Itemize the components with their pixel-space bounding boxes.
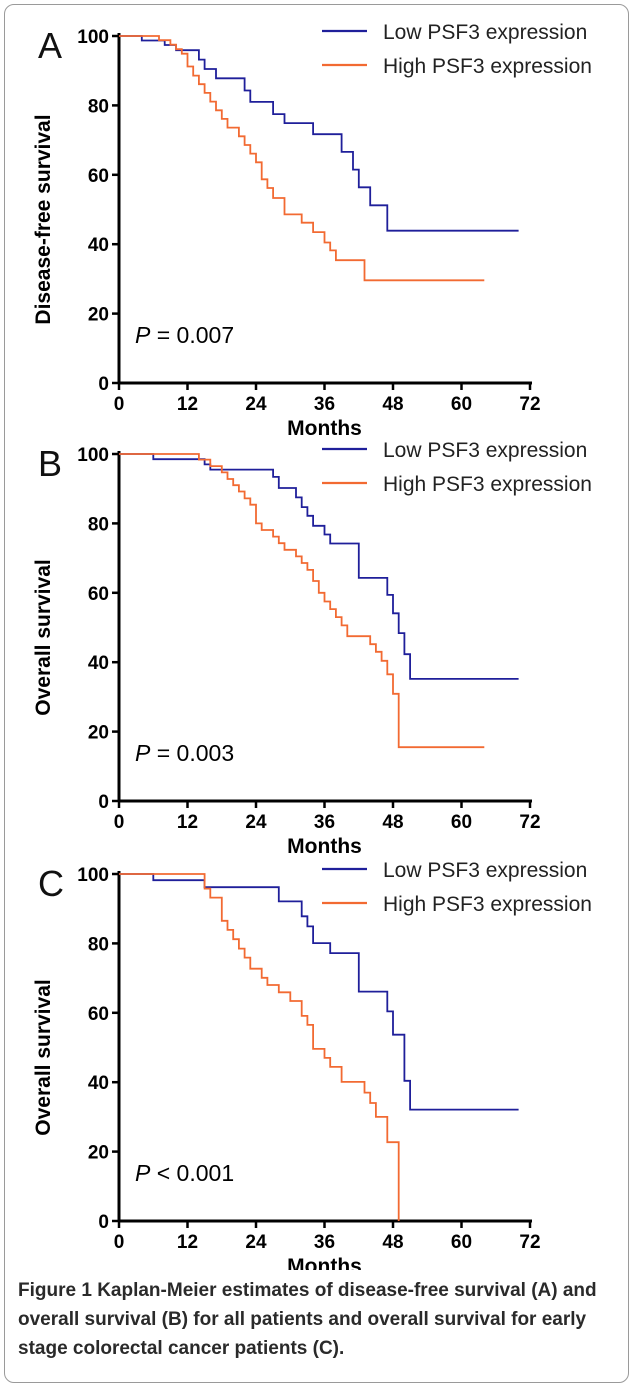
x-tick-label: 12 (177, 812, 198, 833)
y-tick-label: 100 (77, 27, 109, 48)
y-axis-label: Disease-free survival (32, 114, 55, 324)
y-tick-label: 60 (88, 166, 109, 187)
x-tick-label: 36 (314, 394, 335, 415)
y-tick-label: 40 (88, 653, 109, 674)
x-tick-label: 0 (114, 812, 125, 833)
legend-label: High PSF3 expression (383, 893, 592, 916)
series-line-high (119, 453, 485, 749)
series-line-high (119, 873, 400, 1221)
legend-label: Low PSF3 expression (383, 21, 587, 44)
y-tick-label: 80 (88, 514, 109, 535)
y-tick-label: 20 (88, 723, 109, 744)
y-tick-label: 0 (98, 374, 109, 395)
x-tick-label: 12 (177, 1232, 198, 1253)
p-value-annotation: P = 0.007 (135, 322, 234, 348)
chart-panel-a: A 0 20 40 60 80 100 0 12 24 36 48 60 72 Months Disease-… (32, 21, 592, 440)
x-tick-label: 36 (314, 1232, 335, 1253)
y-tick-label: 0 (98, 792, 109, 813)
x-tick-label: 72 (519, 812, 540, 833)
x-tick-label: 36 (314, 812, 335, 833)
series-line-high (119, 35, 485, 282)
x-tick-label: 72 (519, 1232, 540, 1253)
x-axis-label: Months (287, 1255, 362, 1270)
legend-label: Low PSF3 expression (383, 439, 587, 462)
chart-panel-b: B 0 20 40 60 80 100 0 12 24 36 48 60 72 Months Overall … (32, 439, 592, 858)
p-value-annotation: P = 0.003 (135, 740, 234, 766)
x-tick-label: 0 (114, 1232, 125, 1253)
y-axis-label: Overall survival (32, 559, 55, 715)
kaplan-meier-figure: A 0 20 40 60 80 100 0 12 24 36 48 60 72 Months Disease-… (32, 21, 592, 1270)
p-value-text: = 0.007 (150, 322, 234, 348)
x-tick-label: 60 (451, 1232, 472, 1253)
x-tick-label: 72 (519, 394, 540, 415)
y-tick-label: 100 (77, 445, 109, 466)
x-tick-label: 24 (245, 394, 267, 415)
p-value-text: < 0.001 (150, 1160, 234, 1186)
x-tick-label: 0 (114, 394, 125, 415)
y-tick-label: 80 (88, 934, 109, 955)
x-tick-label: 24 (245, 812, 267, 833)
x-axis-label: Months (287, 417, 362, 440)
p-value-symbol: P (135, 322, 151, 348)
y-tick-label: 20 (88, 1143, 109, 1164)
figure-caption: Figure 1 Kaplan-Meier estimates of disea… (18, 1276, 618, 1363)
x-tick-label: 60 (451, 394, 472, 415)
p-value-annotation: P < 0.001 (135, 1160, 234, 1186)
p-value-symbol: P (135, 1160, 151, 1186)
legend-label: High PSF3 expression (383, 473, 592, 496)
y-tick-label: 20 (88, 305, 109, 326)
x-tick-label: 12 (177, 394, 198, 415)
caption-text: Kaplan-Meier estimates of disease-free s… (18, 1280, 597, 1359)
x-tick-label: 24 (245, 1232, 267, 1253)
caption-label: Figure 1 (18, 1280, 92, 1301)
y-tick-label: 60 (88, 1004, 109, 1025)
p-value-symbol: P (135, 740, 151, 766)
chart-panel-c: C 0 20 40 60 80 100 0 12 24 36 48 60 72 Months Overall … (32, 859, 592, 1270)
y-tick-label: 0 (98, 1212, 109, 1233)
x-axis-label: Months (287, 835, 362, 858)
panel-label: A (38, 25, 62, 66)
p-value-text: = 0.003 (150, 740, 234, 766)
series-line-low (119, 453, 519, 680)
figure-frame (4, 4, 629, 1383)
legend-label: Low PSF3 expression (383, 859, 587, 882)
x-tick-label: 48 (382, 394, 403, 415)
y-axis-label: Overall survival (32, 979, 55, 1135)
x-tick-label: 48 (382, 1232, 403, 1253)
y-tick-label: 40 (88, 235, 109, 256)
x-tick-label: 60 (451, 812, 472, 833)
y-tick-label: 60 (88, 584, 109, 605)
y-tick-label: 40 (88, 1073, 109, 1094)
series-line-low (119, 873, 519, 1111)
y-tick-label: 80 (88, 96, 109, 117)
panel-label: C (38, 863, 64, 904)
x-tick-label: 48 (382, 812, 403, 833)
y-tick-label: 100 (77, 865, 109, 886)
panel-label: B (38, 443, 62, 484)
legend-label: High PSF3 expression (383, 55, 592, 78)
